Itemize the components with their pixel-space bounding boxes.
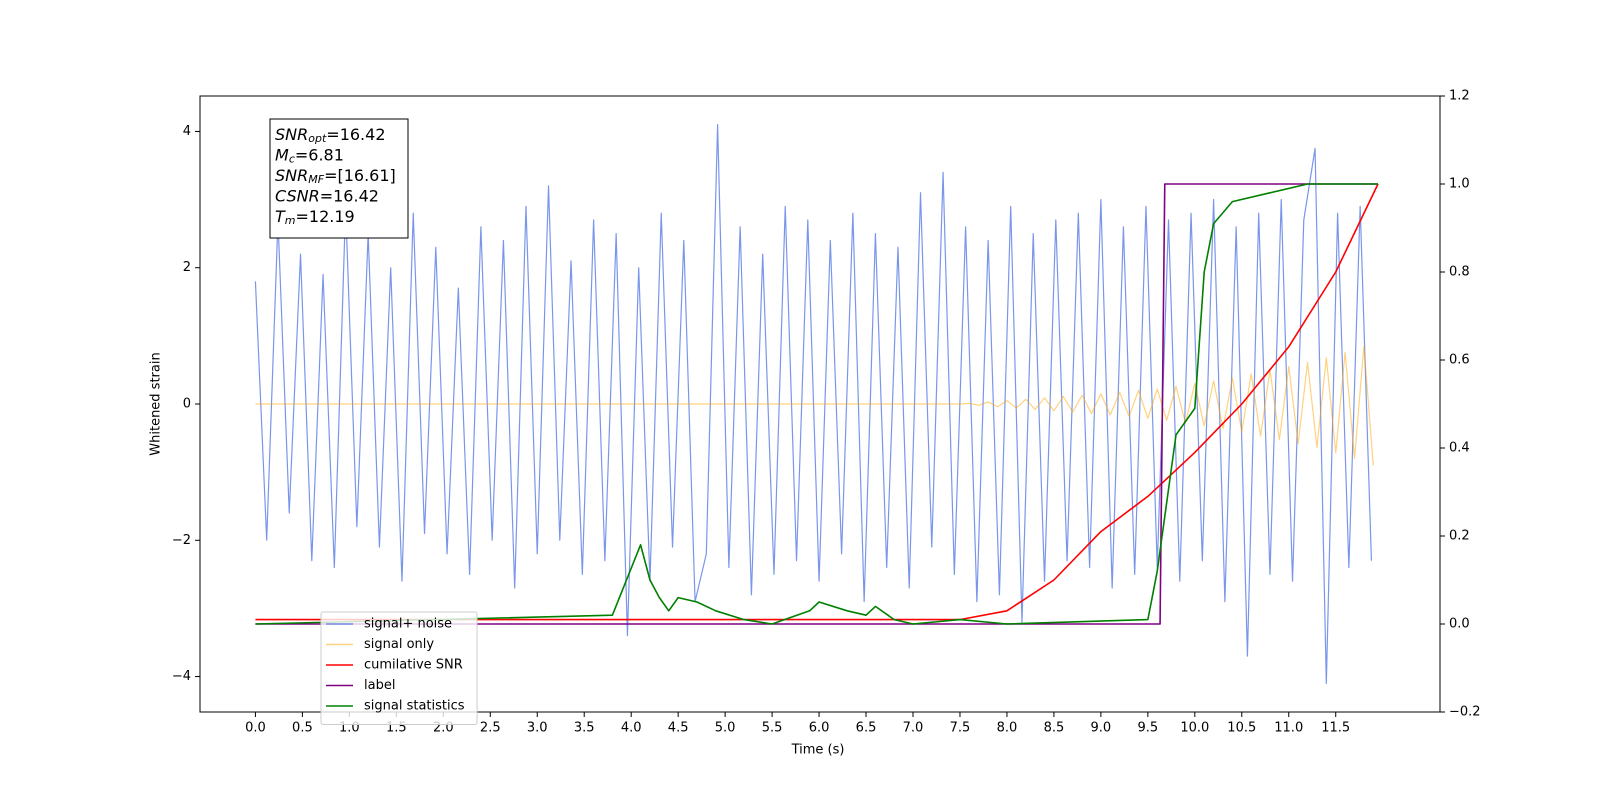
y2-tick-label: 0.2 <box>1449 529 1470 544</box>
x-axis-label: Time (s) <box>791 743 845 758</box>
x-tick-label: 11.5 <box>1321 721 1350 736</box>
plot-area <box>254 124 1379 684</box>
x-tick-label: 5.5 <box>762 721 783 736</box>
series-line <box>255 183 1378 625</box>
annotation: Mc=6.81 <box>275 145 344 166</box>
x-tick-label: 10.5 <box>1227 721 1256 736</box>
annotation-text: =[16.61] <box>324 166 396 185</box>
y-tick-label: −2 <box>172 533 191 548</box>
x-tick-label: 7.0 <box>903 721 924 736</box>
annotation-text: =16.42 <box>320 186 379 205</box>
x-tick-label: 8.5 <box>1044 721 1065 736</box>
y-tick-label: 4 <box>183 124 191 139</box>
x-tick-label: 3.0 <box>527 721 548 736</box>
annotation: Tm=12.19 <box>275 207 355 228</box>
x-tick-label: 9.0 <box>1091 721 1112 736</box>
annotation-subscript: c <box>289 153 295 166</box>
y2-tick-label: 0.4 <box>1449 441 1470 456</box>
annotation-text: =12.19 <box>296 207 355 226</box>
x-tick-label: 9.5 <box>1138 721 1159 736</box>
y2-tick-label: −0.2 <box>1449 705 1481 720</box>
x-tick-label: 0.5 <box>292 721 313 736</box>
legend-label: label <box>364 678 395 693</box>
x-tick-label: 4.5 <box>668 721 689 736</box>
y2-tick-label: 1.2 <box>1449 89 1470 104</box>
annotation-symbol: SNR <box>275 166 308 185</box>
x-tick-label: 4.0 <box>621 721 642 736</box>
annotation-symbol: M <box>275 145 289 164</box>
annotation: SNRopt=16.42 <box>275 125 386 146</box>
legend-label: cumilative SNR <box>364 658 463 673</box>
x-tick-label: 8.0 <box>997 721 1018 736</box>
series-line <box>255 183 1378 625</box>
legend-label: signal statistics <box>364 699 465 714</box>
legend-frame <box>320 611 478 725</box>
legend-label: signal only <box>364 637 434 652</box>
y-axis-label: Whitened strain <box>149 352 164 455</box>
annotation-subscript: MF <box>308 173 324 186</box>
annotation-text: =16.42 <box>326 125 385 144</box>
y-tick-label: −4 <box>172 669 191 684</box>
x-tick-label: 0.0 <box>245 721 266 736</box>
y2-tick-label: 1.0 <box>1449 177 1470 192</box>
annotation-subscript: opt <box>308 132 327 145</box>
series-line <box>254 124 1373 684</box>
x-tick-label: 5.0 <box>715 721 736 736</box>
annotation-symbol: T <box>275 207 286 226</box>
annotation: CSNR=16.42 <box>275 186 379 205</box>
annotation-symbol: SNR <box>275 125 308 144</box>
legend: signal+ noise signal only cumilative SNR la… <box>320 611 478 725</box>
annotation-symbol: CSNR <box>275 186 320 205</box>
series-line <box>255 183 1379 621</box>
annotation-subscript: m <box>285 214 296 227</box>
x-tick-label: 10.0 <box>1180 721 1209 736</box>
x-tick-label: 3.5 <box>574 721 595 736</box>
y-tick-label: 2 <box>183 260 191 275</box>
x-tick-label: 7.5 <box>950 721 971 736</box>
y-tick-label: 0 <box>183 397 191 412</box>
y2-tick-label: 0.0 <box>1449 617 1470 632</box>
x-tick-label: 11.0 <box>1274 721 1303 736</box>
legend-label: signal+ noise <box>364 617 452 632</box>
annotation-frame <box>269 118 409 239</box>
annotation-box: SNRopt=16.42Mc=6.81SNRMF=[16.61]CSNR=16.… <box>269 118 409 239</box>
x-tick-label: 6.0 <box>809 721 830 736</box>
x-tick-label: 6.5 <box>856 721 877 736</box>
y2-tick-label: 0.8 <box>1449 265 1470 280</box>
annotation: SNRMF=[16.61] <box>275 166 396 187</box>
y2-tick-label: 0.6 <box>1449 353 1470 368</box>
x-tick-label: 2.5 <box>480 721 501 736</box>
annotation-text: =6.81 <box>295 145 344 164</box>
